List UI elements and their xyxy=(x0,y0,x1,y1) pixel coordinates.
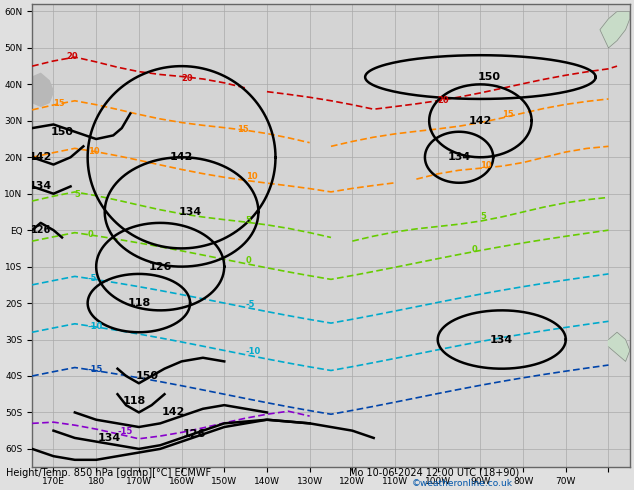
Text: 118: 118 xyxy=(123,396,146,407)
Text: 20: 20 xyxy=(181,74,193,83)
Text: 142: 142 xyxy=(29,152,53,162)
Text: 0: 0 xyxy=(472,245,477,254)
Text: -15: -15 xyxy=(87,366,103,374)
Text: 150: 150 xyxy=(136,371,159,381)
Text: 134: 134 xyxy=(98,433,120,443)
Text: 20: 20 xyxy=(437,96,450,104)
Text: 126: 126 xyxy=(148,262,172,271)
Text: 10: 10 xyxy=(87,147,100,156)
Text: 142: 142 xyxy=(161,407,184,417)
Text: 5: 5 xyxy=(481,212,486,221)
Text: 10: 10 xyxy=(481,161,492,170)
Text: 134: 134 xyxy=(29,181,52,192)
Text: 150: 150 xyxy=(51,127,74,137)
Text: 126: 126 xyxy=(183,429,206,440)
Text: 134: 134 xyxy=(179,207,202,217)
Text: -15: -15 xyxy=(117,427,133,436)
Text: 15: 15 xyxy=(53,99,65,108)
Text: 0: 0 xyxy=(245,256,251,265)
Text: -5: -5 xyxy=(87,274,97,283)
Text: ©weatheronline.co.uk: ©weatheronline.co.uk xyxy=(412,479,513,488)
Text: 142: 142 xyxy=(469,116,492,126)
Text: -10: -10 xyxy=(87,321,103,331)
Text: 0: 0 xyxy=(87,230,93,240)
Text: 126: 126 xyxy=(30,225,51,235)
Text: 15: 15 xyxy=(237,125,249,134)
Text: 150: 150 xyxy=(477,72,500,82)
Text: 5: 5 xyxy=(75,190,81,199)
Text: 118: 118 xyxy=(127,298,150,308)
Text: 134: 134 xyxy=(448,152,470,162)
Text: 10: 10 xyxy=(245,172,257,181)
Text: 15: 15 xyxy=(501,110,514,119)
Text: -5: -5 xyxy=(245,300,255,309)
Text: -10: -10 xyxy=(245,347,261,356)
Text: Mo 10-06-2024 12:00 UTC (18+90): Mo 10-06-2024 12:00 UTC (18+90) xyxy=(349,468,519,478)
Text: Height/Temp. 850 hPa [gdmp][°C] ECMWF: Height/Temp. 850 hPa [gdmp][°C] ECMWF xyxy=(6,468,212,478)
Text: 134: 134 xyxy=(490,335,514,344)
Text: 142: 142 xyxy=(170,152,193,162)
Polygon shape xyxy=(609,332,630,362)
Text: 20: 20 xyxy=(67,52,78,61)
Text: 5: 5 xyxy=(245,216,252,225)
Polygon shape xyxy=(600,11,630,48)
Polygon shape xyxy=(32,74,53,106)
